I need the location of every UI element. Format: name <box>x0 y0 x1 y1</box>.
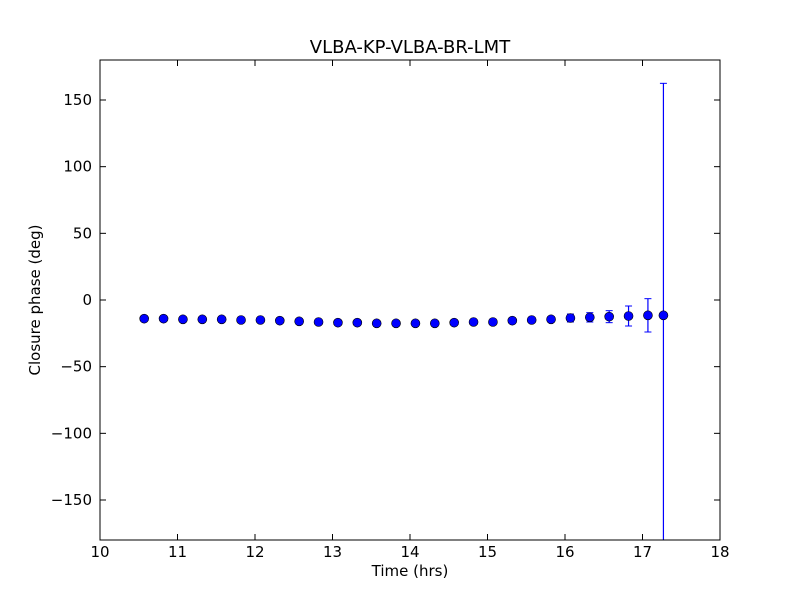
y-axis-label: Closure phase (deg) <box>26 225 44 376</box>
y-tick-label: −50 <box>60 358 92 376</box>
data-point <box>139 313 149 324</box>
data-point <box>294 316 304 327</box>
data-point <box>546 314 556 325</box>
x-tick-label: 10 <box>90 543 109 561</box>
y-tick-label: 0 <box>82 291 92 309</box>
x-tick-label: 14 <box>400 543 419 561</box>
data-point <box>429 318 440 329</box>
y-tick-label: −100 <box>51 424 92 442</box>
data-point <box>178 314 188 325</box>
data-point <box>371 318 382 329</box>
data-point <box>158 313 169 324</box>
x-tick-label: 15 <box>478 543 497 561</box>
data-point <box>236 315 246 325</box>
data-point <box>507 315 518 326</box>
data-point <box>333 317 343 328</box>
data-point <box>255 315 266 325</box>
data-point <box>584 312 595 323</box>
data-points <box>139 310 669 329</box>
x-tick-label: 17 <box>633 543 652 561</box>
chart-title: VLBA-KP-VLBA-BR-LMT <box>310 37 511 58</box>
data-point <box>274 315 285 326</box>
data-point <box>658 310 669 321</box>
y-tick-label: 50 <box>73 224 92 242</box>
x-tick-label: 11 <box>168 543 187 561</box>
x-axis-ticks: 10 11 12 13 14 15 16 17 18 <box>90 60 730 561</box>
x-tick-label: 18 <box>710 543 729 561</box>
x-axis-label: Time (hrs) <box>371 562 449 580</box>
y-axis-ticks: 150 100 50 0 −50 −100 −150 <box>51 91 720 509</box>
x-tick-label: 16 <box>555 543 574 561</box>
y-tick-label: 100 <box>63 158 92 176</box>
data-point <box>623 311 634 321</box>
data-point <box>352 317 363 328</box>
plot-area-background <box>100 60 720 540</box>
y-tick-label: −150 <box>51 491 92 509</box>
data-point <box>391 318 401 329</box>
data-point <box>604 311 614 322</box>
data-point <box>565 313 576 323</box>
x-tick-label: 12 <box>245 543 264 561</box>
data-point <box>410 318 421 329</box>
data-point <box>313 317 324 327</box>
y-tick-label: 150 <box>63 91 92 109</box>
data-point <box>643 310 653 321</box>
x-tick-label: 13 <box>323 543 342 561</box>
data-point <box>526 315 537 325</box>
data-point <box>488 317 498 327</box>
data-point <box>449 317 459 328</box>
data-point <box>216 314 227 325</box>
data-point <box>468 317 479 327</box>
data-point <box>197 314 208 325</box>
